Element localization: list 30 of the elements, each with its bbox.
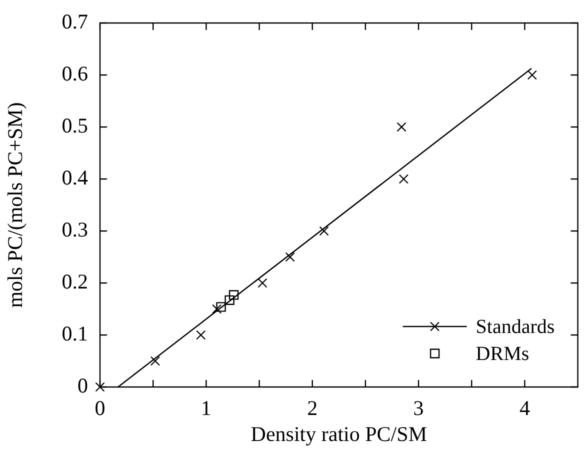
y-tick-label: 0.1 (62, 322, 88, 346)
point (95, 382, 105, 392)
x-axis-title: Density ratio PC/SM (250, 422, 428, 446)
y-tick-label: 0.4 (62, 166, 88, 190)
point (224, 295, 234, 305)
point (319, 226, 329, 236)
legend-label: DRMs (476, 342, 530, 365)
point (285, 252, 295, 262)
x-tick-label: 3 (413, 396, 424, 420)
y-tick-label: 0 (78, 374, 88, 398)
point (228, 290, 239, 300)
legend-label: Standards (476, 316, 555, 338)
y-tick-label: 0.2 (62, 270, 88, 294)
x-tick-label: 2 (307, 396, 318, 420)
point (196, 330, 206, 340)
point (216, 302, 226, 312)
x-tick-label: 0 (94, 396, 106, 420)
y-tick-label: 0.7 (62, 10, 88, 34)
point (396, 122, 406, 132)
point (398, 174, 409, 184)
point (258, 278, 268, 288)
x-tick-label: 4 (519, 396, 530, 420)
point (212, 304, 222, 314)
y-tick-label: 0.5 (62, 114, 88, 138)
y-axis-title: mols PC/(mols PC+SM) (3, 102, 28, 308)
y-tick-label: 0.6 (62, 62, 88, 86)
point (150, 356, 160, 366)
y-tick-label: 0.3 (62, 218, 88, 242)
x-tick-label: 1 (200, 396, 212, 420)
point (527, 70, 537, 80)
